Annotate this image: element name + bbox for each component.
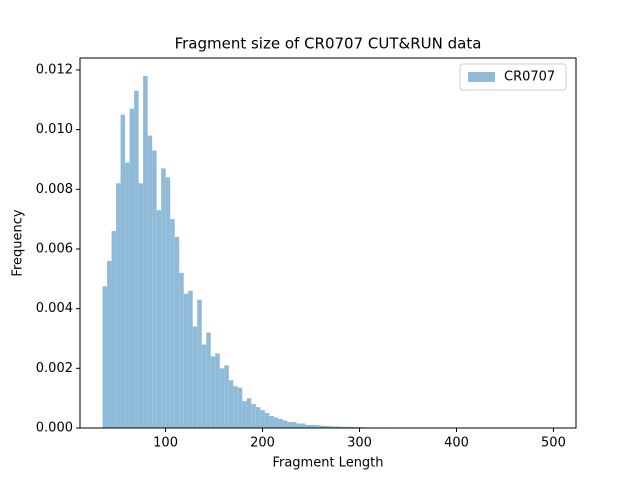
bar [341,426,347,428]
bar [111,231,117,428]
bar [170,219,175,428]
bar [255,407,261,428]
bar [233,386,238,428]
bar [210,356,216,428]
bar [161,168,166,428]
y-tick-label: 0.012 [36,62,73,77]
bar [337,426,342,428]
bar [278,419,283,428]
bar [282,420,288,428]
bar [156,210,162,428]
bar [129,108,135,429]
bar [197,299,202,428]
legend-box [459,63,567,91]
bar [201,344,207,428]
bar [314,425,319,428]
bar [179,272,184,428]
y-tick-label: 0.000 [36,421,73,436]
bar [138,183,144,428]
bar [269,416,274,428]
bar [251,404,256,428]
bar [328,426,333,428]
plot-frame [79,57,577,429]
bar [107,260,112,428]
bar [134,90,139,429]
bar [143,75,148,428]
bar [174,237,180,428]
bar [102,286,108,428]
bar [152,150,157,428]
bar [260,410,265,428]
bar [246,398,252,428]
bar [183,293,189,428]
bar [116,183,121,428]
legend-swatch [468,72,495,82]
chart-title: Fragment size of CR0707 CUT&RUN data [175,35,482,53]
bar [215,353,220,428]
bar [346,426,351,428]
bar [206,332,211,428]
x-tick-label: 100 [153,436,178,451]
x-axis-label: Fragment Length [272,456,383,471]
bar [305,425,310,428]
bar [309,425,315,428]
bar [242,401,247,428]
bar [273,417,279,428]
bar [188,290,193,428]
bar [228,380,234,428]
bar [120,114,126,429]
bar [147,135,153,429]
y-tick-label: 0.010 [36,122,73,137]
x-tick-label: 200 [250,436,275,451]
bar [219,368,225,428]
bar [264,413,270,428]
bar [224,365,229,428]
bar [237,387,243,428]
bar [332,426,338,428]
y-tick-label: 0.002 [36,361,73,376]
y-axis-label: Frequency [11,209,26,276]
bar [287,422,292,428]
bar [318,425,324,428]
bar [192,326,198,428]
x-tick-label: 400 [444,436,469,451]
y-tick-label: 0.006 [36,241,73,256]
y-tick-label: 0.004 [36,301,73,316]
bar [296,423,301,428]
x-tick-label: 300 [347,436,372,451]
x-tick-label: 500 [541,436,566,451]
bar [291,422,297,428]
y-tick-label: 0.008 [36,182,73,197]
legend-label: CR0707 [504,70,555,85]
bar [165,177,171,428]
bar [300,423,306,428]
bar [125,162,130,428]
bar [323,425,328,428]
